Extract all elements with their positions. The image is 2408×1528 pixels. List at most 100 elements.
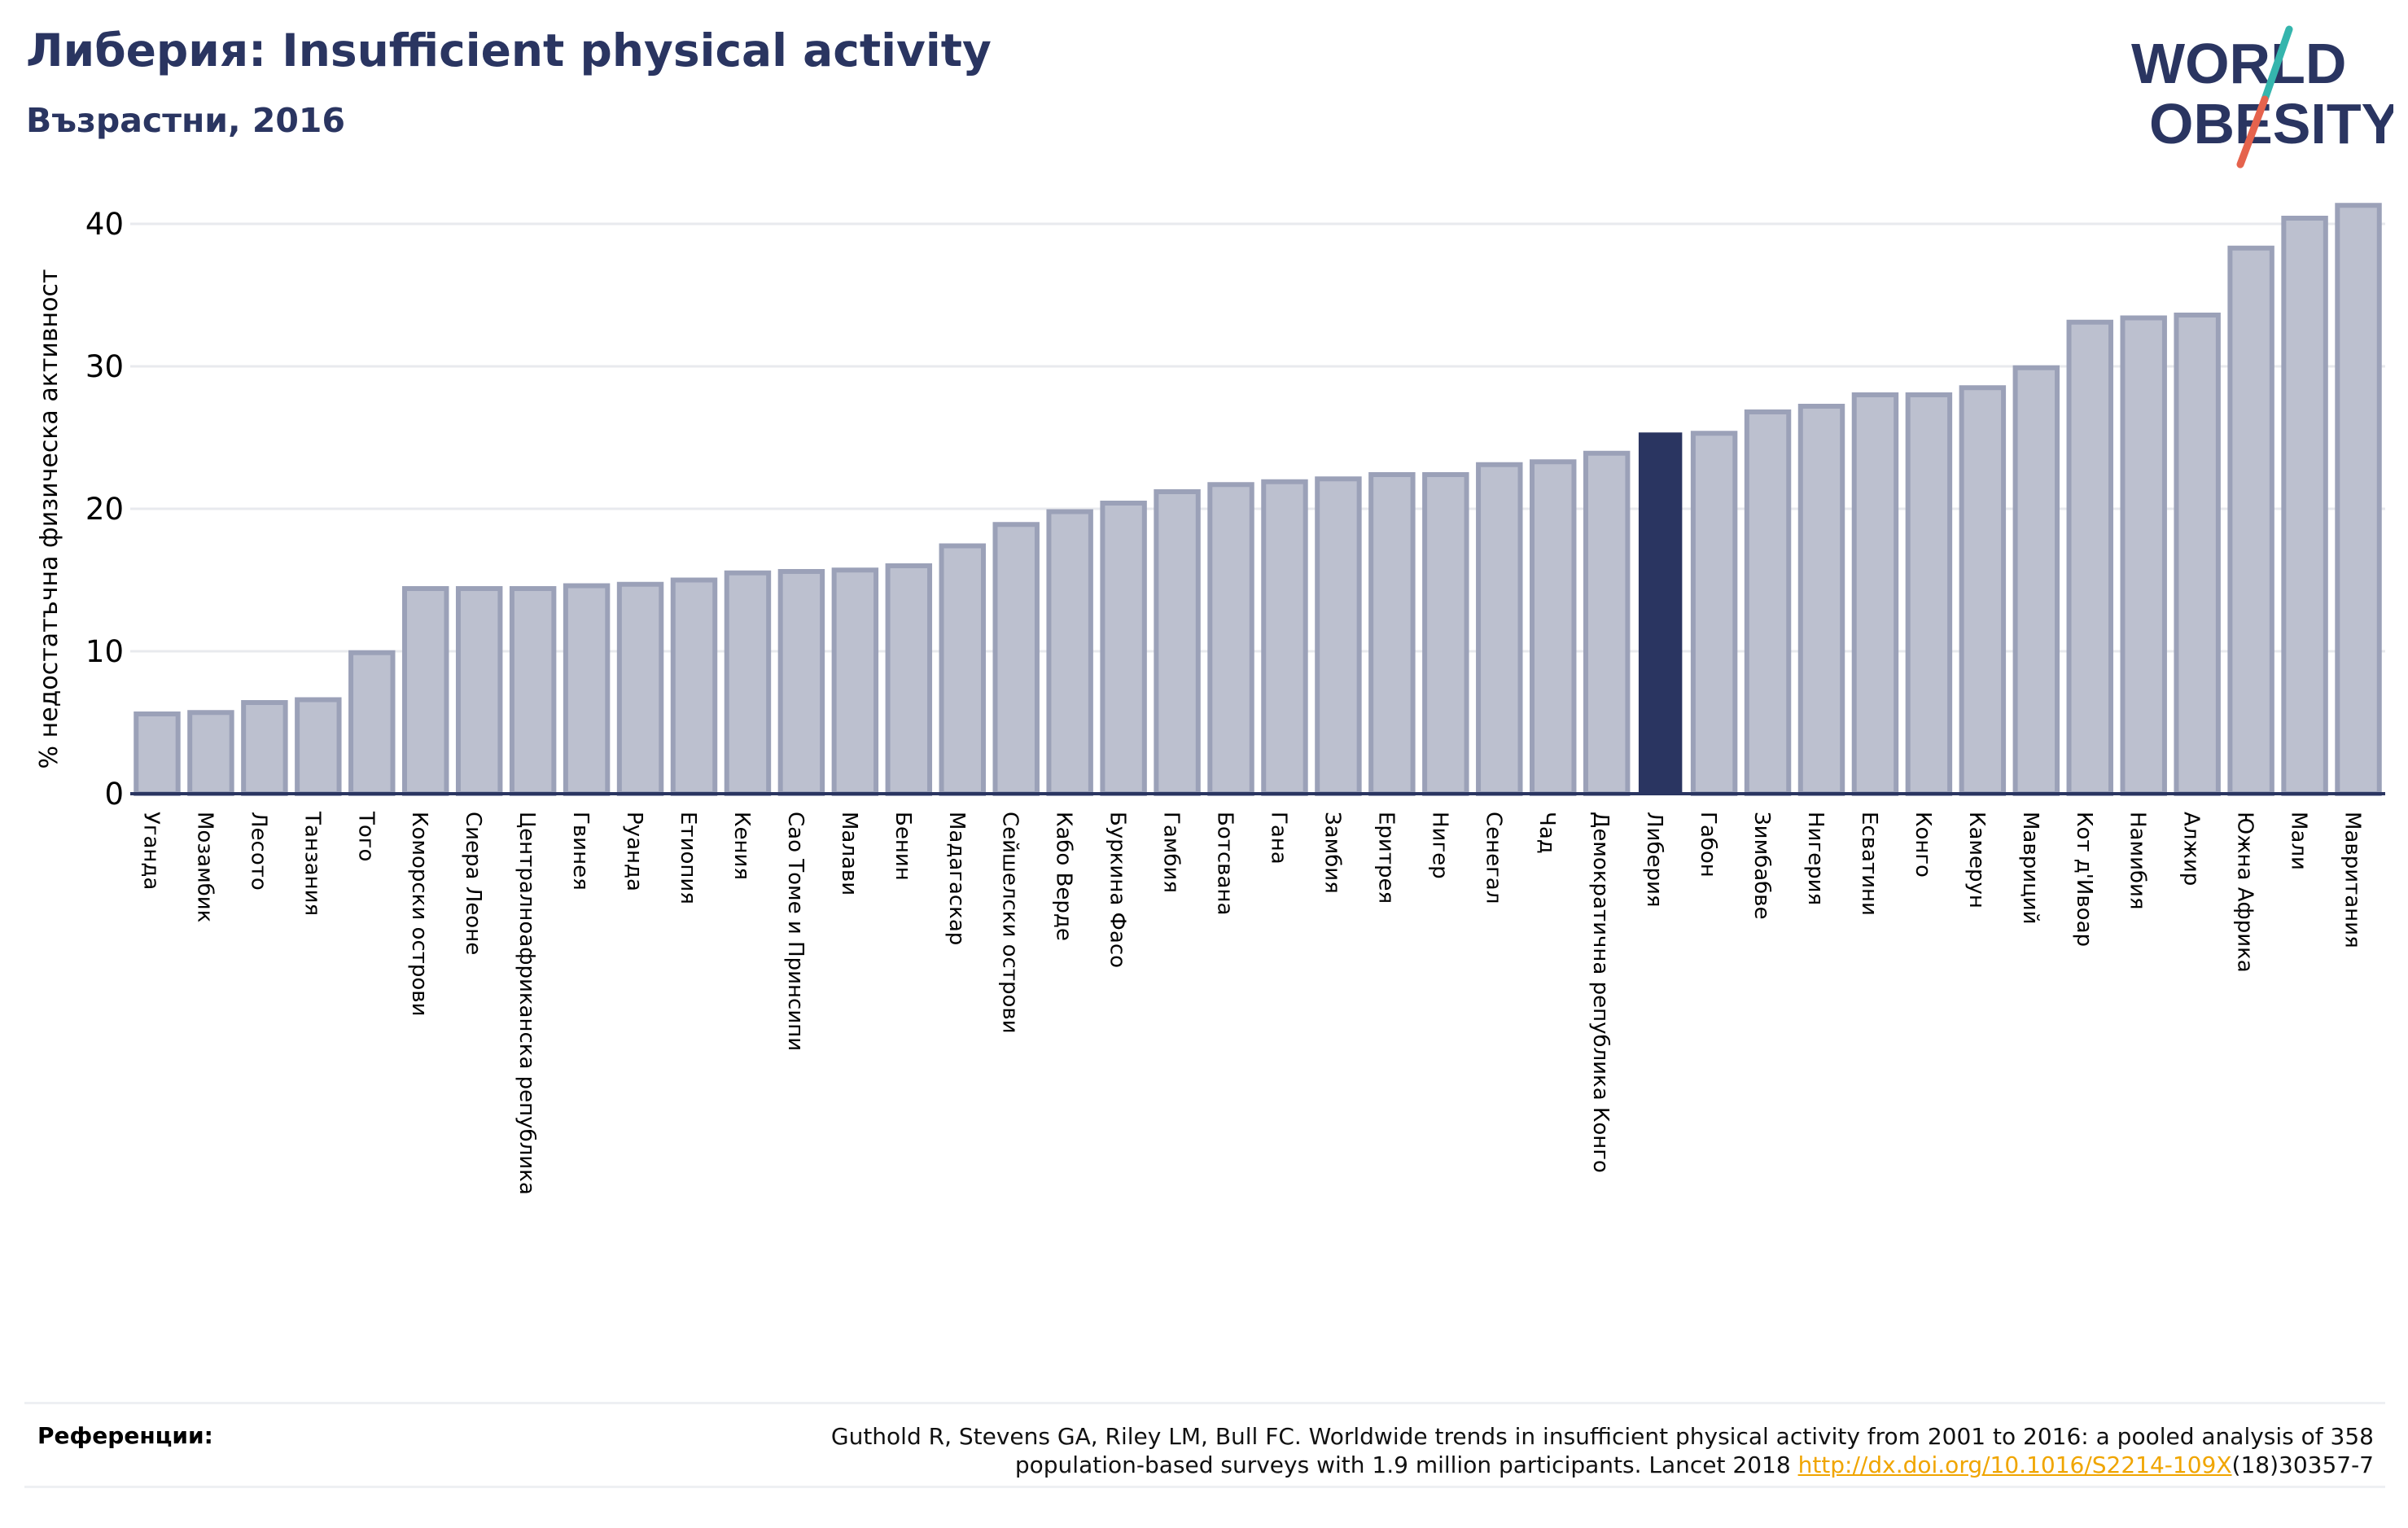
bar-16 <box>992 522 1040 796</box>
x-tick-label: Нигерия <box>1803 812 1828 905</box>
bar-18 <box>1100 501 1147 796</box>
x-tick-label: Танзания <box>300 811 324 916</box>
y-tick-label: 10 <box>85 634 124 669</box>
bar-chart: 0 10 20 30 40 Уганда Мозамбик Лесото Танзания То… <box>35 203 2385 1195</box>
references-label: Референции: <box>37 1422 213 1449</box>
x-tick-label: Конго <box>1911 812 1935 878</box>
bar-38 <box>2174 313 2221 796</box>
x-tick-label: Мавритания <box>2340 812 2365 948</box>
bar-22 <box>1315 476 1362 796</box>
grid-lines <box>130 222 2385 653</box>
bar-26 <box>1530 459 1577 796</box>
bar-13 <box>831 567 879 796</box>
x-tick-label: Чад <box>1535 812 1559 854</box>
x-tick-label: Малави <box>837 812 861 895</box>
x-tick-label: Замбия <box>1320 812 1344 894</box>
x-tick-label: Еритрея <box>1373 812 1398 904</box>
x-tick-label: Буркина Фасо <box>1105 812 1130 968</box>
x-tick-label: Мали <box>2287 812 2311 870</box>
x-tick-label: Мозамбик <box>192 812 217 922</box>
y-axis-label: % недостатъчна физическа активност <box>35 269 63 769</box>
bar-21 <box>1261 479 1308 796</box>
logo-slash-top <box>2261 25 2293 103</box>
bar-29 <box>1690 431 1738 796</box>
chart-title: Либерия: Insufficient physical activity <box>26 24 992 77</box>
bar-12 <box>777 569 825 796</box>
x-tick-label: Лесото <box>246 812 270 891</box>
bar-8 <box>563 583 611 796</box>
bar-10 <box>670 577 718 796</box>
x-tick-label: Кот д'Ивоар <box>2072 812 2096 947</box>
y-tick-label: 20 <box>85 492 124 527</box>
bar-25 <box>1476 462 1523 796</box>
bar-3 <box>295 697 342 796</box>
bar-11 <box>724 570 772 796</box>
bar-0 <box>134 711 181 796</box>
bar-2 <box>241 700 288 796</box>
x-tick-label: Гамбия <box>1159 812 1184 893</box>
logo-text-world: WORLD <box>2131 32 2346 95</box>
bar-15 <box>939 543 986 796</box>
logo-text-obesity: OBESITY <box>2149 92 2393 155</box>
bar-39 <box>2227 245 2274 796</box>
bar-41 <box>2335 203 2382 796</box>
bar-9 <box>616 581 664 796</box>
x-tick-label: Кения <box>729 812 754 880</box>
world-obesity-logo: WORLD OBESITY <box>2131 25 2393 169</box>
reference-line-2: population-based surveys with 1.9 millio… <box>1014 1451 1798 1478</box>
x-axis-labels: Уганда Мозамбик Лесото Танзания Того Коморски… <box>138 811 2364 1195</box>
bars <box>130 203 2385 796</box>
x-tick-label: Мадагаскар <box>944 812 969 945</box>
y-tick-label: 0 <box>104 777 124 812</box>
x-tick-label: Уганда <box>138 812 163 890</box>
reference-line-2-end: (18)30357-7 <box>2231 1451 2374 1478</box>
x-tick-label: Намибия <box>2126 812 2150 910</box>
x-tick-label: Южна Африка <box>2233 812 2257 973</box>
x-tick-label: Камерун <box>1964 812 1989 908</box>
references-text: Guthold R, Stevens GA, Riley LM, Bull FC… <box>583 1422 2374 1479</box>
y-axis-ticks: 0 10 20 30 40 <box>85 207 124 812</box>
bar-32 <box>1851 392 1899 796</box>
x-tick-label: Гвинея <box>568 812 593 891</box>
bar-24 <box>1422 472 1469 796</box>
bar-17 <box>1046 509 1093 796</box>
bar-37 <box>2120 315 2167 796</box>
bar-5 <box>402 586 449 796</box>
bar-33 <box>1905 392 1953 796</box>
x-tick-label: Сенегал <box>1481 812 1505 904</box>
reference-line-1: Guthold R, Stevens GA, Riley LM, Bull FC… <box>830 1423 2374 1450</box>
x-tick-label: Зимбабве <box>1749 812 1774 920</box>
references-panel: Референции: Guthold R, Stevens GA, Riley… <box>24 1402 2385 1488</box>
x-tick-label: Етиопия <box>676 812 700 904</box>
chart-subtitle: Възрастни, 2016 <box>26 101 345 140</box>
bar-19 <box>1154 489 1201 796</box>
bar-28 <box>1638 432 1683 795</box>
bar-34 <box>1959 385 2007 796</box>
bar-40 <box>2281 216 2328 796</box>
bar-35 <box>2012 365 2060 796</box>
bar-20 <box>1207 482 1254 796</box>
bar-30 <box>1744 409 1792 796</box>
bar-4 <box>348 650 396 796</box>
bar-6 <box>455 586 503 796</box>
bar-1 <box>187 710 234 796</box>
x-tick-label: Мавриций <box>2018 812 2042 925</box>
x-tick-label: Руанда <box>622 812 646 891</box>
bar-27 <box>1583 450 1631 796</box>
x-tick-label: Сиера Леоне <box>461 812 485 955</box>
bar-36 <box>2066 319 2113 796</box>
x-tick-label: Алжир <box>2179 812 2204 886</box>
bar-14 <box>885 563 933 796</box>
x-tick-label: Кабо Верде <box>1052 812 1076 941</box>
x-tick-label: Нигер <box>1427 812 1451 879</box>
bar-23 <box>1368 472 1416 796</box>
x-tick-label: Сейшелски острови <box>998 812 1022 1034</box>
x-tick-label: Габон <box>1696 812 1720 878</box>
x-tick-label: Ботсвана <box>1213 812 1237 915</box>
x-tick-label: Бенин <box>891 812 915 881</box>
y-tick-label: 30 <box>85 349 124 384</box>
y-tick-label: 40 <box>85 207 124 242</box>
logo-slash-bottom <box>2236 95 2269 169</box>
doi-link[interactable]: http://dx.doi.org/10.1016/S2214-109X <box>1797 1451 2232 1478</box>
x-tick-label: Сао Томе и Принсипи <box>783 812 808 1051</box>
